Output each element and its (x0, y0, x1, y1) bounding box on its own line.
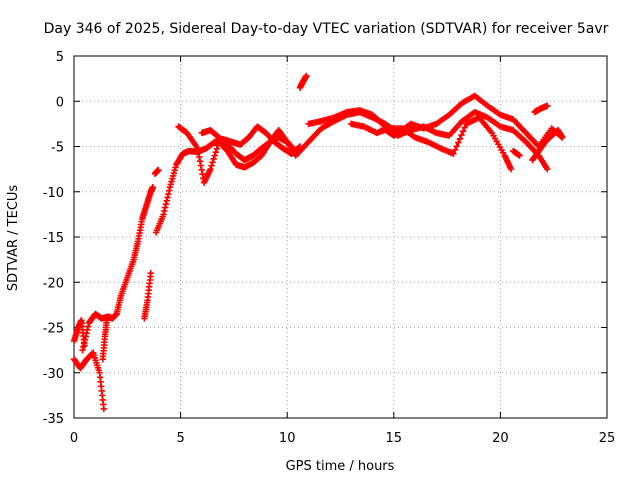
series-track-r (379, 123, 419, 139)
data-point (458, 131, 465, 139)
y-tick-label: -35 (43, 412, 64, 427)
series-track-o (509, 147, 523, 159)
data-point (544, 102, 551, 109)
y-tick-label: 0 (56, 95, 64, 110)
data-point (103, 315, 111, 322)
data-point (211, 152, 218, 159)
series-track-c (79, 310, 120, 354)
series-track-m (305, 107, 551, 173)
x-tick-label: 20 (492, 431, 509, 446)
y-tick-label: -30 (43, 367, 64, 382)
grid-lines (74, 56, 607, 418)
data-point (212, 148, 219, 156)
y-tick-label: -25 (43, 322, 64, 337)
data-point (456, 135, 464, 143)
y-tick-label: -15 (43, 231, 64, 246)
data-points (70, 72, 566, 413)
data-point (516, 152, 523, 159)
data-point (291, 146, 298, 154)
x-tick-label: 0 (70, 431, 78, 446)
y-axis-label: SDTVAR / TECUs (6, 185, 21, 292)
data-point (147, 270, 154, 277)
series-track-b (70, 317, 88, 349)
y-tick-label: -20 (43, 276, 64, 291)
data-point (559, 134, 566, 141)
data-point (451, 146, 459, 154)
data-point (207, 165, 214, 173)
data-point (100, 405, 108, 413)
series-track-d (99, 315, 111, 363)
data-point (210, 155, 217, 163)
series-track-p (531, 102, 551, 116)
data-point (213, 145, 221, 152)
data-point (149, 184, 157, 191)
data-point (544, 165, 551, 173)
x-tick-label: 5 (176, 431, 184, 446)
x-axis-label: GPS time / hours (286, 459, 395, 474)
series-track-l (292, 92, 566, 159)
y-tick-label: -5 (51, 141, 64, 156)
x-tick-label: 25 (599, 431, 616, 446)
plot-frame (73, 55, 608, 419)
data-point (450, 150, 457, 157)
data-point (155, 166, 162, 174)
data-point (411, 123, 419, 130)
series-track-q (529, 127, 566, 164)
series-track-f (141, 270, 154, 322)
series-track-a (70, 349, 108, 413)
data-point (455, 139, 462, 146)
series-track-e (113, 184, 157, 318)
series-track-k (296, 72, 310, 91)
y-tick-labels: 5 0 -5 -10 -15 -20 -25 -30 -35 (43, 50, 64, 427)
data-point (303, 72, 310, 80)
data-point (209, 159, 216, 166)
data-point (461, 124, 468, 131)
y-tick-label: -10 (43, 186, 64, 201)
data-point (459, 128, 467, 135)
x-tick-label: 15 (386, 431, 403, 446)
plot-axes (73, 55, 608, 419)
data-point (453, 143, 460, 150)
chart-title: Day 346 of 2025, Sidereal Day-to-day VTE… (44, 21, 609, 37)
x-tick-label: 10 (279, 431, 296, 446)
y-tick-label: 5 (56, 50, 64, 65)
data-point (507, 165, 515, 173)
series-track-g (151, 166, 162, 177)
data-point (208, 162, 215, 169)
x-tick-labels: 0 5 10 15 20 25 (70, 431, 615, 446)
